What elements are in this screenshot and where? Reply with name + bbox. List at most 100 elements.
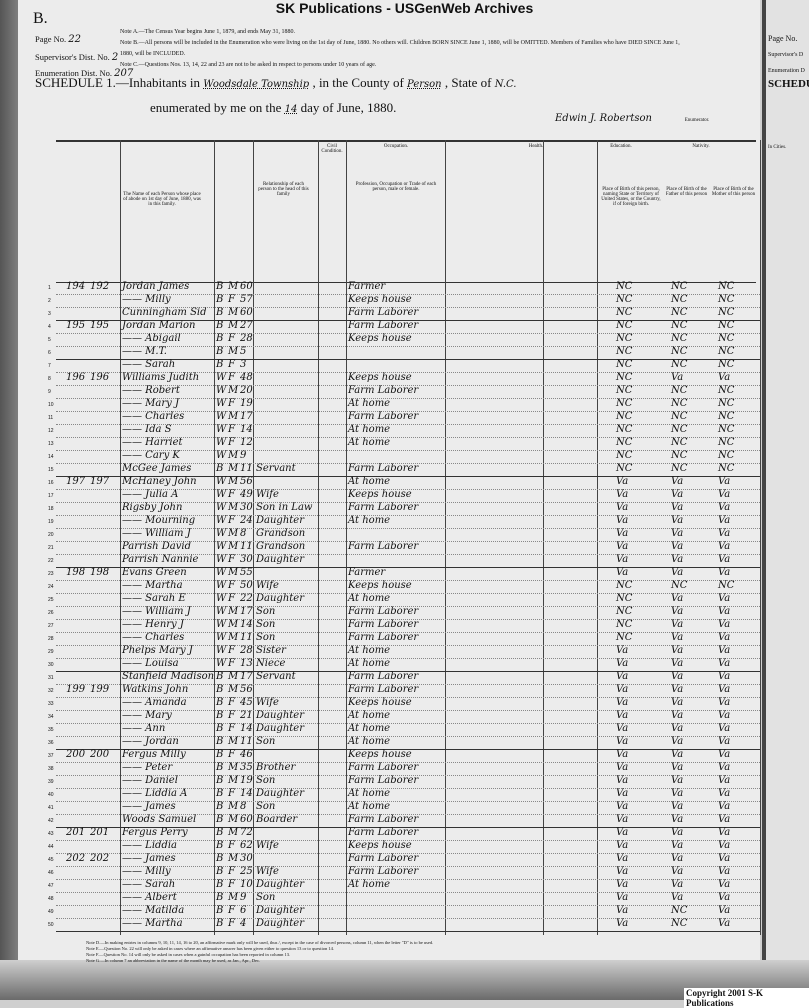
table-row: 38 —— Peter B M 35 Brother Farm Laborer Va Va Va — [48, 762, 760, 776]
header-health: Health. — [528, 144, 544, 149]
color: B — [216, 879, 224, 890]
birthplace: Va — [616, 723, 629, 734]
birthplace: Va — [616, 528, 629, 539]
person-name: —— M.T. — [122, 346, 167, 357]
color: B — [216, 320, 224, 331]
dwelling-number: 200 — [66, 749, 86, 760]
person-name: Parrish David — [122, 541, 191, 552]
color: W — [216, 489, 227, 500]
table-row: 46 —— Milly B F 25 Wife Farm Laborer Va Va Va — [48, 866, 760, 880]
birthplace: NC — [616, 606, 633, 617]
table-row: 39 —— Daniel B M 19 Son Farm Laborer Va Va Va — [48, 775, 760, 789]
table-row: 33 —— Amanda B F 45 Wife Keeps house Va Va Va — [48, 697, 760, 711]
mother-birthplace: NC — [718, 359, 735, 370]
color: W — [216, 593, 227, 604]
birthplace: NC — [616, 580, 633, 591]
dwelling-number: 198 — [66, 567, 86, 578]
mother-birthplace: NC — [718, 385, 735, 396]
occupation: Farm Laborer — [348, 307, 419, 318]
sex: F — [228, 788, 235, 799]
color: B — [216, 684, 224, 695]
mother-birthplace: Va — [718, 671, 731, 682]
person-name: —— Milly — [122, 866, 171, 877]
table-row: 3 Cunningham Sid B M 60 Farm Laborer NC NC NC — [48, 307, 760, 321]
occupation: Farm Laborer — [348, 619, 419, 630]
mother-birthplace: NC — [718, 307, 735, 318]
relationship: Boarder — [256, 814, 298, 825]
person-name: Jordan James — [122, 281, 190, 292]
mother-birthplace: Va — [718, 827, 731, 838]
line-number: 4 — [48, 324, 51, 330]
mother-birthplace: NC — [718, 463, 735, 474]
note-b: Note B.—All persons will be included in … — [120, 40, 680, 57]
father-birthplace: Va — [671, 606, 684, 617]
table-row: 34 —— Mary B F 21 Daughter At home Va Va Va — [48, 710, 760, 724]
table-row: 36 —— Jordan B M 11 Son At home Va Va Va — [48, 736, 760, 750]
age: 45 — [240, 697, 253, 708]
age: 30 — [240, 554, 253, 565]
sex: M — [228, 450, 239, 461]
table-row: 2 —— Milly B F 57 Keeps house NC NC NC — [48, 294, 760, 308]
table-row: 8 196 196 Williams Judith W F 48 Keeps house NC V… — [48, 372, 760, 386]
color: W — [216, 502, 227, 513]
table-row: 30 —— Louisa W F 13 Niece At home Va Va Va — [48, 658, 760, 672]
mother-birthplace: Va — [718, 736, 731, 747]
table-row: 5 —— Abigail B F 28 Keeps house NC NC NC — [48, 333, 760, 347]
father-birthplace: Va — [671, 853, 684, 864]
birthplace: Va — [616, 502, 629, 513]
occupation: Keeps house — [348, 697, 412, 708]
mother-birthplace: Va — [718, 515, 731, 526]
occupation: At home — [348, 658, 391, 669]
color: B — [216, 359, 224, 370]
occupation: At home — [348, 801, 391, 812]
relationship: Servant — [256, 671, 296, 682]
line-number: 28 — [48, 636, 54, 642]
color: B — [216, 801, 224, 812]
mother-birthplace: Va — [718, 905, 731, 916]
occupation: Farmer — [348, 281, 386, 292]
occupation: At home — [348, 476, 391, 487]
age: 9 — [240, 892, 247, 903]
line-number: 2 — [48, 298, 51, 304]
line-number: 44 — [48, 844, 54, 850]
table-row: 15 McGee James B M 11 Servant Farm Laborer NC NC… — [48, 463, 760, 477]
sex: F — [228, 918, 235, 929]
person-name: —— Charles — [122, 632, 185, 643]
relationship: Brother — [256, 762, 296, 773]
column-rule — [346, 140, 347, 935]
mother-birthplace: NC — [718, 424, 735, 435]
table-row: 48 —— Albert B M 9 Son Va Va Va — [48, 892, 760, 906]
relationship: Daughter — [256, 515, 304, 526]
father-birthplace: Va — [671, 476, 684, 487]
relationship: Daughter — [256, 710, 304, 721]
birthplace: Va — [616, 554, 629, 565]
relationship: Niece — [256, 658, 286, 669]
birthplace: Va — [616, 879, 629, 890]
color: W — [216, 528, 227, 539]
sex: F — [228, 398, 235, 409]
relationship: Daughter — [256, 593, 304, 604]
person-name: —— Charles — [122, 411, 185, 422]
mother-birthplace: Va — [718, 658, 731, 669]
occupation: At home — [348, 879, 391, 890]
relationship: Daughter — [256, 554, 304, 565]
column-rule — [760, 140, 761, 935]
note-g: Note G.—In column 7 an abbreviation in t… — [86, 958, 261, 963]
birthplace: Va — [616, 866, 629, 877]
age: 12 — [240, 437, 253, 448]
age: 60 — [240, 281, 253, 292]
line-number: 31 — [48, 675, 54, 681]
age: 72 — [240, 827, 253, 838]
color: B — [216, 710, 224, 721]
sex: M — [228, 892, 239, 903]
form-letter: B. — [33, 10, 48, 27]
sex: F — [228, 359, 235, 370]
age: 22 — [240, 593, 253, 604]
age: 14 — [240, 788, 253, 799]
color: W — [216, 554, 227, 565]
person-name: —— Abigail — [122, 333, 181, 344]
birthplace: NC — [616, 437, 633, 448]
sex: M — [228, 541, 239, 552]
schedule-title: SCHEDULE 1.—Inhabitants in Woodsdale Tow… — [35, 75, 517, 90]
birthplace: NC — [616, 294, 633, 305]
